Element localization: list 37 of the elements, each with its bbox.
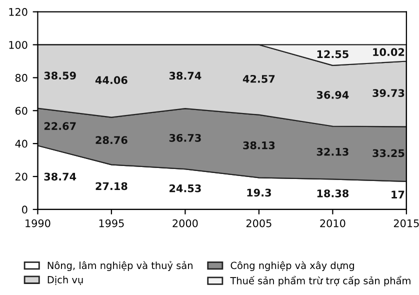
- data-label: 42.57: [242, 74, 275, 83]
- legend-label: Công nghiệp và xây dựng: [230, 261, 354, 272]
- data-label: 18.38: [317, 189, 349, 198]
- legend-label: Thuế sản phẩm trừ trợ cấp sản phẩm: [230, 276, 410, 286]
- y-tick-label: 120: [9, 8, 28, 16]
- legend-label: Nông, lâm nghiệp và thuỷ sản: [48, 261, 192, 272]
- data-label: 28.76: [96, 136, 128, 144]
- x-tick-label: 1995: [99, 219, 124, 228]
- x-tick-label: 2005: [246, 219, 272, 228]
- data-label: 38.59: [44, 72, 76, 80]
- x-tick-label: 2000: [172, 219, 198, 228]
- data-label: 36.73: [169, 134, 201, 142]
- x-tick-label: 2010: [320, 219, 346, 228]
- data-label: 39.73: [372, 89, 404, 97]
- y-tick-label: 80: [15, 74, 28, 82]
- data-label: 27.18: [96, 182, 128, 190]
- data-label: 38.13: [243, 141, 275, 150]
- y-tick-label: 100: [9, 40, 28, 49]
- y-tick-label: 60: [15, 106, 28, 115]
- data-label: 10.02: [373, 48, 404, 56]
- x-tick-label: 2015: [394, 219, 419, 228]
- y-tick-label: 20: [15, 172, 28, 181]
- data-label: 12.55: [317, 50, 348, 58]
- data-label: 44.06: [95, 76, 128, 84]
- y-tick-label: 0: [22, 206, 28, 214]
- legend-label: Dịch vụ: [48, 276, 83, 286]
- data-label: 22.67: [44, 122, 76, 130]
- data-label: 24.53: [170, 184, 201, 192]
- data-label: 33.25: [372, 149, 404, 158]
- data-label: 38.74: [44, 172, 76, 181]
- data-label: 19.3: [247, 188, 271, 197]
- y-tick-label: 40: [15, 140, 28, 148]
- data-label: 36.94: [316, 90, 349, 99]
- data-label: 17: [392, 190, 404, 198]
- data-label: 32.13: [316, 148, 348, 156]
- data-label: 38.74: [169, 72, 202, 80]
- x-tick-label: 1990: [26, 219, 50, 228]
